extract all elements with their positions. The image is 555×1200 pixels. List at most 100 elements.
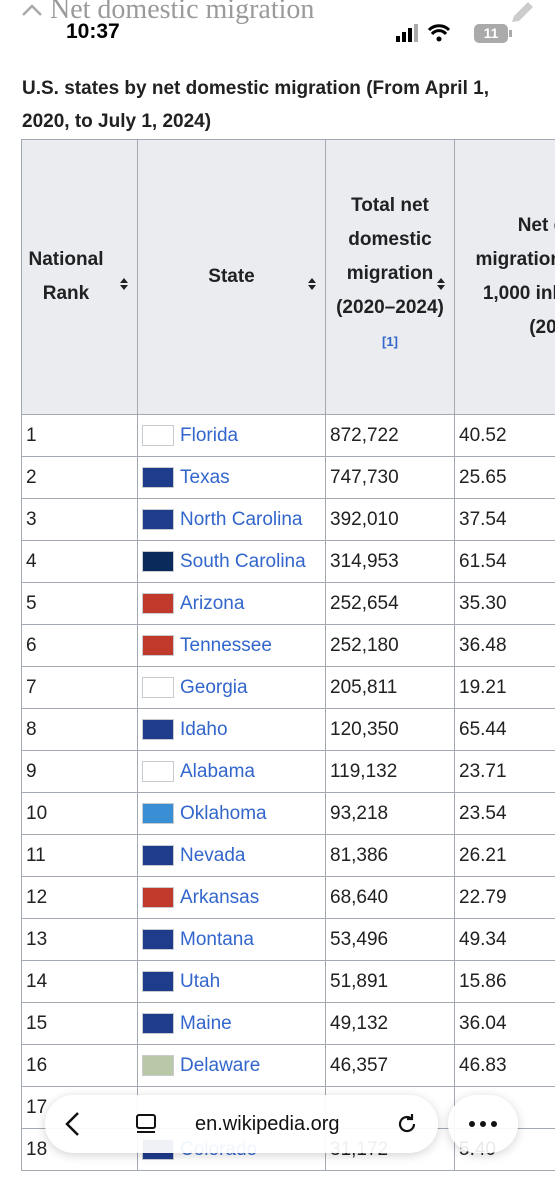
- reader-icon[interactable]: [135, 1114, 159, 1136]
- cell-value: 46,357: [330, 1054, 389, 1076]
- state-flag: [142, 718, 174, 740]
- sort-button[interactable]: [436, 270, 446, 304]
- state-link[interactable]: Georgia: [180, 676, 248, 698]
- state-link[interactable]: Texas: [180, 466, 230, 488]
- reload-button[interactable]: [395, 1112, 419, 1136]
- sort-button[interactable]: [307, 270, 317, 304]
- state-flag: [142, 424, 174, 446]
- rank: 7: [26, 676, 37, 698]
- column-header: State: [137, 139, 326, 415]
- header-row: National Rank State Total net domestic mig…: [21, 139, 555, 415]
- state-link[interactable]: Idaho: [180, 718, 228, 740]
- state-flag: [142, 970, 174, 992]
- table-row: 11 Nevada 81,386 26.21: [21, 834, 555, 877]
- table-cell: 5: [21, 582, 138, 625]
- state-link[interactable]: Nevada: [180, 844, 246, 866]
- state-flag: [142, 760, 174, 782]
- more-button[interactable]: [448, 1095, 518, 1153]
- table-cell: 6: [21, 624, 138, 667]
- table-cell: 4: [21, 540, 138, 583]
- state-flag: [142, 1054, 174, 1076]
- table-cell: 81,386: [325, 834, 455, 877]
- table-cell: Florida: [137, 414, 326, 457]
- cell-value: 25.65: [459, 466, 507, 488]
- rank: 2: [26, 466, 37, 488]
- table-cell: 46,357: [325, 1044, 455, 1087]
- cell-value: 36.48: [459, 634, 507, 656]
- more-icon: [469, 1121, 497, 1127]
- table-cell: Maine: [137, 1002, 326, 1045]
- table-row: 2 Texas 747,730 25.65: [21, 456, 555, 499]
- table-cell: 11: [21, 834, 138, 877]
- cell-value: 61.54: [459, 550, 507, 572]
- state-link[interactable]: Alabama: [180, 760, 255, 782]
- table-row: 6 Tennessee 252,180 36.48: [21, 624, 555, 667]
- table-cell: Arizona: [137, 582, 326, 625]
- table-row: 9 Alabama 119,132 23.71: [21, 750, 555, 793]
- state-link[interactable]: Arizona: [180, 592, 245, 614]
- cell-value: 314,953: [330, 550, 399, 572]
- state-link[interactable]: Maine: [180, 1012, 232, 1034]
- table-cell: Arkansas: [137, 876, 326, 919]
- rank: 9: [26, 760, 37, 782]
- cell-value: 26.21: [459, 844, 507, 866]
- table-cell: 22.79: [454, 876, 555, 919]
- state-link[interactable]: Delaware: [180, 1054, 261, 1076]
- table-row: 5 Arizona 252,654 35.30: [21, 582, 555, 625]
- table-cell: 314,953: [325, 540, 455, 583]
- rank: 1: [26, 424, 37, 446]
- cell-value: 93,218: [330, 802, 389, 824]
- table-cell: South Carolina: [137, 540, 326, 583]
- rank: 10: [26, 802, 48, 824]
- status-icons: 11: [396, 24, 512, 43]
- cell-value: 747,730: [330, 466, 399, 488]
- state-flag: [142, 1012, 174, 1034]
- state-link[interactable]: South Carolina: [180, 550, 306, 572]
- table-cell: Alabama: [137, 750, 326, 793]
- table-cell: 35.30: [454, 582, 555, 625]
- section-header: Net domestic migration: [50, 0, 315, 25]
- table-row: 10 Oklahoma 93,218 23.54: [21, 792, 555, 835]
- state-link[interactable]: Florida: [180, 424, 239, 446]
- rank: 3: [26, 508, 37, 530]
- cell-value: 68,640: [330, 886, 389, 908]
- table-cell: 12: [21, 876, 138, 919]
- state-link[interactable]: Oklahoma: [180, 802, 267, 824]
- edit-icon[interactable]: [508, 0, 536, 28]
- rank: 13: [26, 928, 48, 950]
- table-row: 1 Florida 872,722 40.52: [21, 414, 555, 457]
- rank: 16: [26, 1054, 48, 1076]
- state-flag: [142, 886, 174, 908]
- table-row: 3 North Carolina 392,010 37.54: [21, 498, 555, 541]
- table-cell: 10: [21, 792, 138, 835]
- table-cell: 36.48: [454, 624, 555, 667]
- sort-button[interactable]: [119, 270, 129, 304]
- back-button[interactable]: [63, 1111, 83, 1137]
- rank: 11: [26, 844, 46, 866]
- table-cell: 7: [21, 666, 138, 709]
- table-cell: Nevada: [137, 834, 326, 877]
- state-flag: [142, 844, 174, 866]
- state-link[interactable]: Utah: [180, 970, 221, 992]
- cell-value: 46.83: [459, 1054, 507, 1076]
- reference-link[interactable]: [1]: [382, 333, 398, 349]
- table-cell: 119,132: [325, 750, 455, 793]
- table-cell: Idaho: [137, 708, 326, 751]
- state-link[interactable]: Tennessee: [180, 634, 272, 656]
- collapse-icon[interactable]: [20, 0, 44, 20]
- table-cell: 19.21: [454, 666, 555, 709]
- table-cell: 25.65: [454, 456, 555, 499]
- state-link[interactable]: North Carolina: [180, 508, 303, 530]
- status-time: 10:37: [66, 20, 120, 43]
- table-cell: 37.54: [454, 498, 555, 541]
- column-header: National Rank: [21, 139, 138, 415]
- table-cell: 68,640: [325, 876, 455, 919]
- url-bar[interactable]: en.wikipedia.org: [45, 1095, 438, 1153]
- state-flag: [142, 550, 174, 572]
- table-cell: 93,218: [325, 792, 455, 835]
- table-row: 14 Utah 51,891 15.86: [21, 960, 555, 1003]
- state-link[interactable]: Arkansas: [180, 886, 260, 908]
- table-cell: Delaware: [137, 1044, 326, 1087]
- state-link[interactable]: Montana: [180, 928, 254, 950]
